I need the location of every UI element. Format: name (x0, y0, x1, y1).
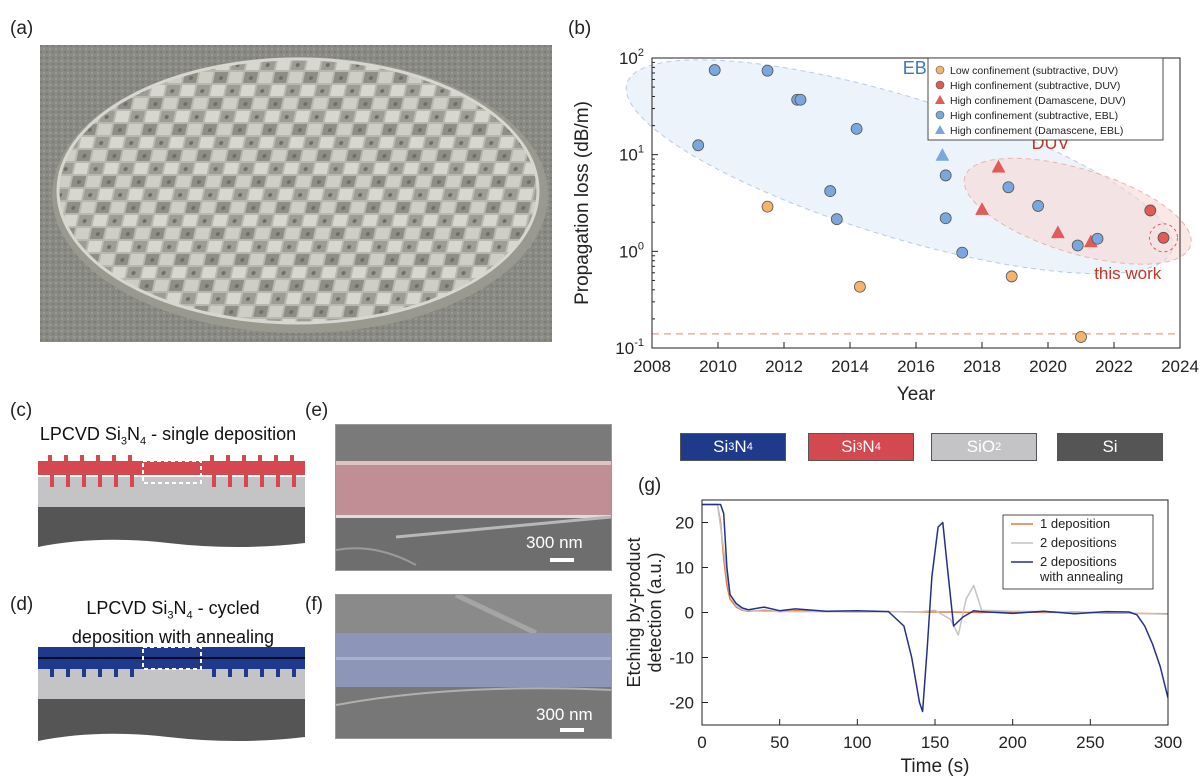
y-tick-label: 10 (675, 559, 694, 578)
legend-box (927, 57, 1164, 141)
annotation-this-work: this work (1094, 264, 1162, 283)
x-tick-label: 0 (697, 733, 706, 752)
x-tick-label: 100 (843, 733, 871, 752)
data-point (830, 213, 843, 226)
panel-label-d: (d) (10, 594, 34, 615)
data-point (1071, 239, 1084, 252)
legend-marker (935, 125, 945, 134)
data-point (761, 200, 774, 213)
x-tick-label: 150 (921, 733, 949, 752)
data-point (1032, 200, 1045, 212)
y-axis-title-line1: Etching by-product (624, 537, 644, 687)
data-point (1075, 331, 1087, 343)
y-tick-label: -10 (669, 649, 694, 668)
x-tick-label: 2016 (897, 357, 935, 376)
data-point (956, 246, 969, 259)
x-tick-label: 2018 (963, 357, 1001, 376)
x-tick-label: 300 (1154, 733, 1182, 752)
single-deposition-cross-section (38, 455, 305, 547)
x-tick-label: 2008 (633, 357, 671, 376)
legend-marker (935, 95, 945, 104)
series-line (702, 503, 1168, 713)
series-line (702, 503, 1168, 615)
data-point (692, 139, 705, 152)
legend-box (1002, 514, 1154, 590)
data-point (939, 212, 952, 225)
y-tick-label: 0 (685, 604, 694, 623)
legend-label: High confinement (subtractive, EBL) (950, 110, 1118, 122)
cycled-deposition-cross-section (38, 646, 305, 741)
legend-label: High confinement (subtractive, DUV) (950, 80, 1120, 92)
panel-c-title: LPCVD Si3N4 - single deposition (39, 424, 297, 448)
scalebar-f (560, 728, 584, 732)
data-point (935, 147, 950, 161)
panel-label-f: (f) (305, 594, 323, 615)
data-point (1050, 225, 1065, 239)
y-axis-title: Propagation loss (dB/m) (572, 101, 593, 305)
y-tick-label: 100 (619, 240, 644, 261)
y-tick-label: 10-1 (615, 337, 644, 358)
legend-marker (935, 110, 945, 120)
wafer-photo (40, 45, 552, 342)
etching-detection-chart: 0 50 100 150 200 250 300 -20 -10 0 10 20 Time (s) Etc… (624, 499, 1182, 777)
x-tick-label: 2022 (1095, 357, 1133, 376)
legend-label: High confinement (Damascene, DUV) (950, 95, 1126, 107)
material-chip-sio2: SiO 2 (931, 433, 1037, 461)
x-tick-label: 200 (998, 733, 1026, 752)
duv-region (963, 157, 1192, 265)
panel-label-c: (c) (10, 400, 33, 421)
scalebar-e (550, 558, 574, 562)
x-tick-label: 2020 (1029, 357, 1067, 376)
data-point (850, 122, 863, 135)
y-tick-label: -20 (669, 694, 694, 713)
legend-label: Low confinement (subtractive, DUV) (950, 65, 1118, 77)
data-point (1091, 232, 1104, 245)
x-axis-title: Time (s) (901, 756, 970, 777)
y-tick-label: 20 (675, 514, 694, 533)
legend-label: 1 deposition (1040, 516, 1110, 531)
y-tick-label: 101 (619, 144, 644, 165)
legend-marker (935, 80, 945, 90)
data-point (1157, 231, 1170, 244)
legend-label: 2 depositions (1040, 535, 1117, 550)
y-tick-label: 102 (619, 47, 644, 68)
data-point (761, 64, 774, 77)
data-point (1002, 181, 1015, 194)
material-chip-si3n4-blue: Si 3 N 4 (680, 433, 786, 461)
legend-label: High confinement (Damascene, EBL) (950, 125, 1123, 137)
scalebar-label-f: 300 nm (536, 705, 593, 724)
x-tick-label: 2012 (765, 357, 803, 376)
legend-label-line2: with annealing (1039, 569, 1123, 584)
data-point (1144, 204, 1157, 217)
panel-label-b: (b) (568, 18, 592, 39)
data-point (853, 280, 866, 293)
x-tick-label: 2010 (699, 357, 737, 376)
data-point (975, 202, 989, 215)
data-point (824, 185, 837, 197)
data-point (1005, 270, 1018, 283)
sem-image-f: 300 nm (335, 594, 612, 739)
panel-label-a: (a) (10, 18, 34, 39)
panel-label-g: (g) (638, 475, 662, 496)
x-tick-label: 2014 (831, 357, 869, 376)
data-point (708, 64, 721, 76)
legend-marker (935, 65, 945, 75)
data-point (794, 93, 807, 106)
x-tick-label: 50 (770, 733, 789, 752)
x-tick-label: 250 (1076, 733, 1104, 752)
legend-label: 2 depositions (1040, 554, 1117, 569)
x-axis-title: Year (897, 384, 936, 405)
panel-d-title: LPCVD Si3N4 - cycled deposition with anne… (71, 598, 275, 647)
material-chip-si: Si (1057, 433, 1163, 461)
this-work-highlight (1149, 223, 1178, 253)
sem-image-e: 300 nm (335, 424, 612, 571)
propagation-loss-chart: 2008 2010 2012 2014 2016 2018 2020 2022 2024 10-1… (572, 47, 1199, 405)
material-chip-si3n4-red: Si 3 N 4 (808, 433, 914, 461)
x-tick-label: 2024 (1161, 357, 1199, 376)
y-axis-title-line2: detection (a.u.) (645, 552, 665, 672)
data-point (939, 169, 952, 182)
scalebar-label-e: 300 nm (526, 533, 583, 552)
panel-label-e: (e) (305, 400, 329, 421)
data-point (991, 159, 1006, 173)
